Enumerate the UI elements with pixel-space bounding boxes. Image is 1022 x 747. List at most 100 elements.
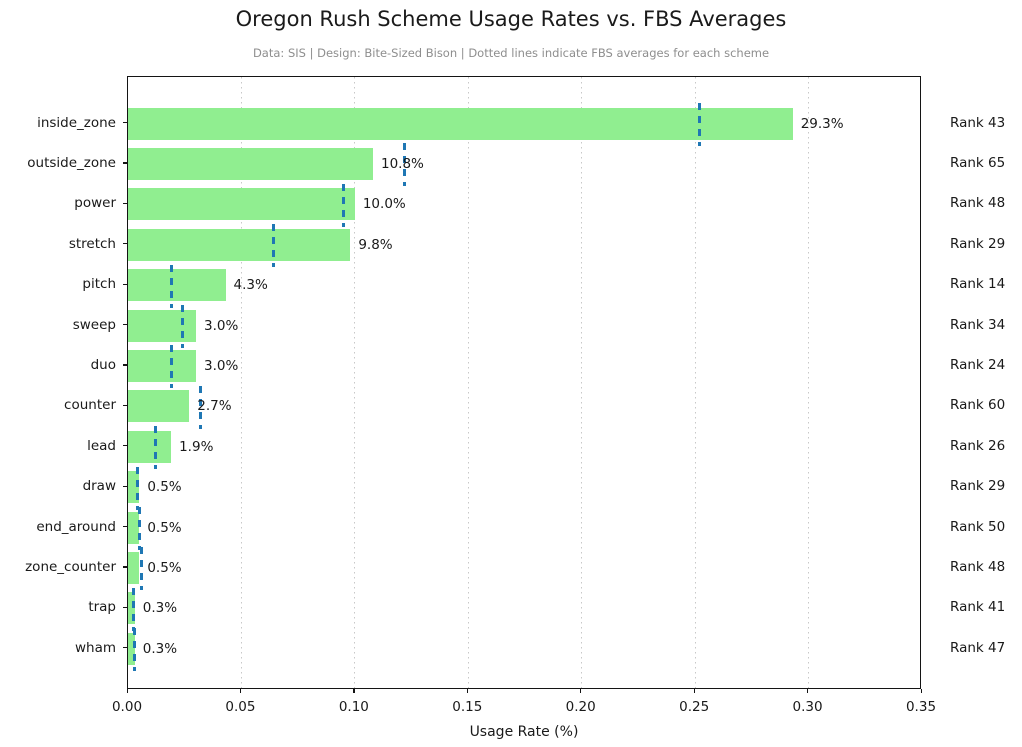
category-label-stretch: stretch	[68, 235, 116, 252]
category-label-counter: counter	[64, 397, 116, 414]
x-tick-label: 0.30	[792, 699, 823, 715]
y-tick-mark	[123, 566, 127, 568]
value-label-draw: 0.5%	[147, 479, 182, 496]
rank-label-zone_counter: Rank 48	[950, 558, 1006, 575]
chart-subtitle: Data: SIS | Design: Bite-Sized Bison | D…	[252, 46, 770, 60]
gridline	[581, 77, 583, 688]
x-tick-label: 0.25	[679, 699, 710, 715]
fbs-average-line-wham	[133, 626, 137, 672]
bar-lead	[128, 430, 172, 463]
plot-area: 29.3% 10.8% 10.0% 9.8% 4.3% 3.0% 3.0% 2.7% 1.9% 0…	[127, 76, 921, 689]
x-axis-label: Usage Rate (%)	[469, 724, 579, 740]
x-tick-mark	[693, 689, 695, 693]
x-tick-mark	[239, 689, 242, 693]
value-label-zone_counter: 0.5%	[147, 559, 182, 576]
y-tick-mark	[123, 606, 127, 608]
rank-label-outside_zone: Rank 65	[950, 154, 1006, 171]
category-label-outside_zone: outside_zone	[27, 154, 116, 171]
fbs-average-line-lead	[153, 424, 157, 470]
rank-label-stretch: Rank 29	[950, 235, 1006, 252]
x-tick-label: 0.20	[565, 699, 596, 715]
y-tick-mark	[123, 162, 127, 164]
gridline	[467, 77, 469, 688]
rank-label-wham: Rank 47	[950, 639, 1006, 656]
value-label-duo: 3.0%	[204, 357, 239, 374]
x-tick-mark	[353, 689, 355, 693]
x-tick-mark	[126, 689, 128, 693]
x-tick-label: 0.15	[452, 699, 483, 715]
gridline	[240, 77, 242, 688]
fbs-average-line-stretch	[271, 222, 275, 268]
value-label-inside_zone: 29.3%	[800, 115, 844, 132]
x-tick-mark	[466, 689, 468, 693]
x-tick-label: 0.35	[905, 699, 937, 715]
bar-pitch	[128, 269, 226, 302]
fbs-average-line-outside_zone	[403, 141, 407, 187]
y-tick-mark	[123, 526, 127, 528]
value-label-pitch: 4.3%	[233, 277, 268, 294]
category-label-pitch: pitch	[82, 276, 116, 293]
value-label-lead: 1.9%	[179, 438, 214, 455]
bar-counter	[128, 390, 190, 423]
bar-duo	[128, 349, 197, 382]
rank-label-power: Rank 48	[950, 195, 1006, 212]
category-label-inside_zone: inside_zone	[37, 114, 116, 131]
rank-label-end_around: Rank 50	[950, 518, 1006, 535]
bar-outside_zone	[128, 147, 373, 180]
value-label-end_around: 0.5%	[147, 519, 182, 536]
category-label-lead: lead	[87, 437, 116, 454]
x-tick-label: 0.10	[338, 699, 369, 715]
y-tick-mark	[123, 283, 127, 285]
rank-label-pitch: Rank 14	[950, 276, 1006, 293]
fbs-average-line-draw	[135, 464, 139, 510]
y-tick-mark	[123, 243, 127, 245]
fbs-average-line-sweep	[180, 303, 184, 348]
bar-power	[128, 188, 355, 221]
gridline	[694, 77, 696, 688]
rank-label-draw: Rank 29	[950, 478, 1006, 495]
value-label-outside_zone: 10.8%	[381, 155, 424, 172]
gridline	[354, 77, 356, 688]
bar-stretch	[128, 228, 351, 261]
y-tick-mark	[123, 324, 127, 326]
category-label-duo: duo	[90, 356, 116, 373]
fbs-average-line-pitch	[169, 262, 173, 308]
rank-label-sweep: Rank 34	[950, 316, 1006, 333]
chart-title: Oregon Rush Scheme Usage Rates vs. FBS A…	[235, 7, 787, 31]
category-label-power: power	[74, 195, 116, 212]
category-label-end_around: end_around	[36, 518, 116, 535]
value-label-wham: 0.3%	[142, 640, 178, 657]
y-tick-mark	[123, 364, 127, 366]
value-label-sweep: 3.0%	[204, 317, 239, 334]
y-tick-mark	[123, 485, 127, 487]
category-label-trap: trap	[88, 599, 116, 616]
rank-label-inside_zone: Rank 43	[950, 114, 1006, 131]
rank-label-trap: Rank 41	[950, 599, 1006, 616]
fbs-average-line-power	[342, 181, 345, 227]
category-label-sweep: sweep	[72, 316, 116, 333]
category-label-wham: wham	[74, 639, 116, 656]
gridline	[808, 77, 810, 688]
value-label-stretch: 9.8%	[358, 236, 393, 253]
category-label-zone_counter: zone_counter	[25, 558, 116, 575]
y-tick-mark	[123, 122, 127, 124]
bar-draw	[128, 471, 140, 504]
rank-label-lead: Rank 26	[950, 437, 1006, 454]
bar-trap	[128, 592, 135, 625]
y-tick-mark	[123, 445, 127, 447]
x-tick-label: 0.00	[111, 699, 143, 715]
fbs-average-line-zone_counter	[140, 545, 144, 591]
x-tick-mark	[807, 689, 809, 693]
y-tick-mark	[123, 404, 127, 406]
rank-label-duo: Rank 24	[950, 356, 1006, 373]
y-tick-mark	[123, 647, 127, 649]
fbs-average-line-counter	[199, 383, 203, 429]
fbs-average-line-duo	[169, 343, 173, 389]
x-tick-mark	[580, 689, 582, 693]
bar-end_around	[128, 511, 140, 544]
bar-wham	[128, 632, 135, 665]
value-label-power: 10.0%	[362, 196, 406, 213]
value-label-counter: 2.7%	[197, 398, 232, 415]
bar-zone_counter	[128, 551, 140, 584]
